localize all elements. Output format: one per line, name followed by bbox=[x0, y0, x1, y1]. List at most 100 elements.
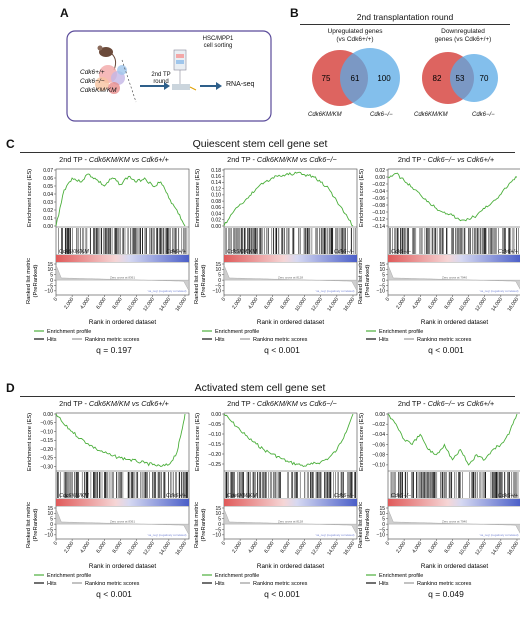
es-tick-label: 0.06 bbox=[43, 176, 53, 182]
left-group-label: Cdk6KM/KM bbox=[227, 249, 257, 255]
rank-axis-label-sub: (PreRanked) bbox=[33, 265, 39, 298]
x-tick-label: 4,000 bbox=[247, 297, 259, 311]
es-tick-label: −0.20 bbox=[208, 452, 221, 458]
legend-hits-label: Hits bbox=[379, 581, 389, 585]
panel-a-frame bbox=[66, 30, 272, 122]
x-tick-label: 2,000 bbox=[395, 541, 407, 555]
es-tick-label: −0.15 bbox=[40, 438, 53, 444]
hits-track bbox=[58, 228, 188, 254]
section-d-rule bbox=[20, 396, 515, 397]
neg-correlated-label: 'na_neg' (negatively correlated) bbox=[480, 289, 519, 293]
gsea-plot: Enrichment score (ES) Ranked list metric(… bbox=[26, 412, 190, 585]
zero-cross-label: Zero cross at 7940 bbox=[442, 520, 467, 524]
rank-axis-label: Ranked list metric bbox=[358, 502, 364, 548]
x-tick-label: 8,000 bbox=[280, 541, 292, 555]
x-tick-label: 4,000 bbox=[247, 541, 259, 555]
panel-letter-a: A bbox=[60, 6, 69, 20]
es-axis-label: Enrichment score (ES) bbox=[27, 169, 33, 227]
legend-hits-label: Hits bbox=[47, 581, 57, 585]
rank-tick-label: 15 bbox=[47, 506, 53, 512]
es-tick-label: 0.08 bbox=[211, 199, 221, 205]
gsea-title: 2nd TP - Cdk6−/− vs Cdk6+/+ bbox=[366, 399, 520, 408]
left-group-label: Cdk6KM/KM bbox=[59, 249, 89, 255]
down-title-line2: genes (vs Cdk6+/+) bbox=[434, 36, 492, 43]
x-tick-label: 10,000 bbox=[458, 297, 472, 313]
x-tick-label: 4,000 bbox=[411, 541, 423, 555]
x-tick-label: 0 bbox=[53, 541, 60, 547]
es-tick-label: −0.08 bbox=[372, 453, 385, 459]
es-tick-label: 0.12 bbox=[211, 186, 221, 192]
rank-color-bar bbox=[224, 255, 357, 262]
rank-axis-label: Ranked list metric bbox=[358, 258, 364, 304]
venn-down-label-ko: Cdk6−/− bbox=[472, 112, 495, 118]
es-tick-label: −0.05 bbox=[208, 422, 221, 428]
es-tick-label: 0.00 bbox=[375, 175, 385, 181]
plot-frame bbox=[223, 168, 358, 296]
hits-track bbox=[224, 228, 356, 254]
plot-frame bbox=[387, 168, 520, 296]
rank-tick-label: 5 bbox=[50, 273, 53, 279]
x-tick-label: 14,000 bbox=[158, 297, 172, 313]
rank-tick-label: −10 bbox=[45, 533, 54, 539]
x-tick-label: 8,000 bbox=[444, 541, 456, 555]
rank-color-bar bbox=[388, 499, 520, 506]
section-c-rule bbox=[20, 152, 515, 153]
right-group-label: Cdk6−/− bbox=[334, 249, 354, 255]
genotype-km: Cdk6KM/KM bbox=[80, 87, 117, 94]
es-tick-label: −0.12 bbox=[372, 217, 385, 223]
gsea-title-prefix: 2nd TP - bbox=[397, 155, 428, 164]
venn-down: 82 53 70 bbox=[422, 52, 498, 104]
x-axis-label: Rank in ordered dataset bbox=[89, 563, 156, 570]
es-tick-label: 0.14 bbox=[211, 180, 221, 186]
es-tick-label: 0.00 bbox=[211, 412, 221, 418]
rank-color-bar bbox=[224, 499, 357, 506]
es-tick-label: 0.00 bbox=[43, 412, 53, 418]
gsea-title-vs: vs bbox=[129, 155, 142, 164]
ranking-metric-area bbox=[387, 509, 520, 534]
gsea-title: 2nd TP - Cdk6KM/KM vs Cdk6+/+ bbox=[34, 155, 194, 164]
panel-letter-d: D bbox=[6, 381, 15, 395]
legend-metric-label: Ranking metric scores bbox=[253, 581, 308, 585]
es-axis-label: Enrichment score (ES) bbox=[195, 169, 201, 227]
gsea-plot: Enrichment score (ES) Ranked list metric(… bbox=[26, 168, 190, 341]
neg-correlated-label: 'na_neg' (negatively correlated) bbox=[316, 533, 355, 537]
x-tick-label: 6,000 bbox=[95, 541, 107, 555]
x-tick-label: 6,000 bbox=[263, 541, 275, 555]
gsea-title-prefix: 2nd TP - bbox=[227, 155, 257, 164]
es-tick-label: −0.20 bbox=[40, 447, 53, 453]
es-tick-label: −0.02 bbox=[372, 182, 385, 188]
es-tick-label: −0.15 bbox=[208, 442, 221, 448]
enrichment-profile-line bbox=[387, 413, 518, 466]
rank-tick-label: 15 bbox=[379, 262, 385, 268]
rank-axis-label-sub: (PreRanked) bbox=[201, 509, 207, 542]
right-group-label: Cdk6+/+ bbox=[166, 493, 186, 499]
rank-tick-label: −10 bbox=[377, 533, 386, 539]
x-tick-label: 8,000 bbox=[280, 297, 292, 311]
genotype-list: Cdk6+/+ Cdk6−/− Cdk6KM/KM bbox=[80, 68, 116, 95]
up-title-line1: Upregulated genes bbox=[327, 28, 383, 35]
gsea-title-group-b: Cdk6−/− bbox=[309, 155, 337, 164]
zero-cross-label: Zero cross at 8361 bbox=[110, 520, 135, 524]
es-tick-label: −0.25 bbox=[40, 456, 53, 462]
rank-tick-label: 5 bbox=[218, 273, 221, 279]
x-axis-label: Rank in ordered dataset bbox=[89, 319, 156, 326]
panel-b-title: 2nd transplantation round bbox=[356, 12, 454, 22]
venn-down-overlap-count: 53 bbox=[456, 74, 465, 83]
rank-tick-label: 5 bbox=[218, 517, 221, 523]
x-tick-label: 6,000 bbox=[427, 297, 439, 311]
rank-tick-label: 15 bbox=[379, 506, 385, 512]
right-group-label: Cdk6+/+ bbox=[498, 493, 518, 499]
q-value: q < 0.001 bbox=[428, 345, 464, 355]
right-group-label: Cdk6+/+ bbox=[498, 249, 518, 255]
gsea-title-group-b: Cdk6+/+ bbox=[141, 399, 169, 408]
rank-tick-label: −5 bbox=[47, 283, 53, 289]
es-axis-label: Enrichment score (ES) bbox=[195, 413, 201, 471]
left-group-label: Cdk6−/− bbox=[391, 493, 411, 499]
gsea-title: 2nd TP - Cdk6−/− vs Cdk6+/+ bbox=[366, 155, 520, 164]
x-tick-label: 2,000 bbox=[63, 541, 75, 555]
es-tick-label: −0.08 bbox=[372, 203, 385, 209]
venn-down-left-count: 82 bbox=[433, 74, 442, 83]
x-tick-label: 0 bbox=[221, 541, 228, 547]
x-tick-label: 0 bbox=[221, 297, 228, 303]
rank-tick-label: 10 bbox=[215, 511, 221, 517]
